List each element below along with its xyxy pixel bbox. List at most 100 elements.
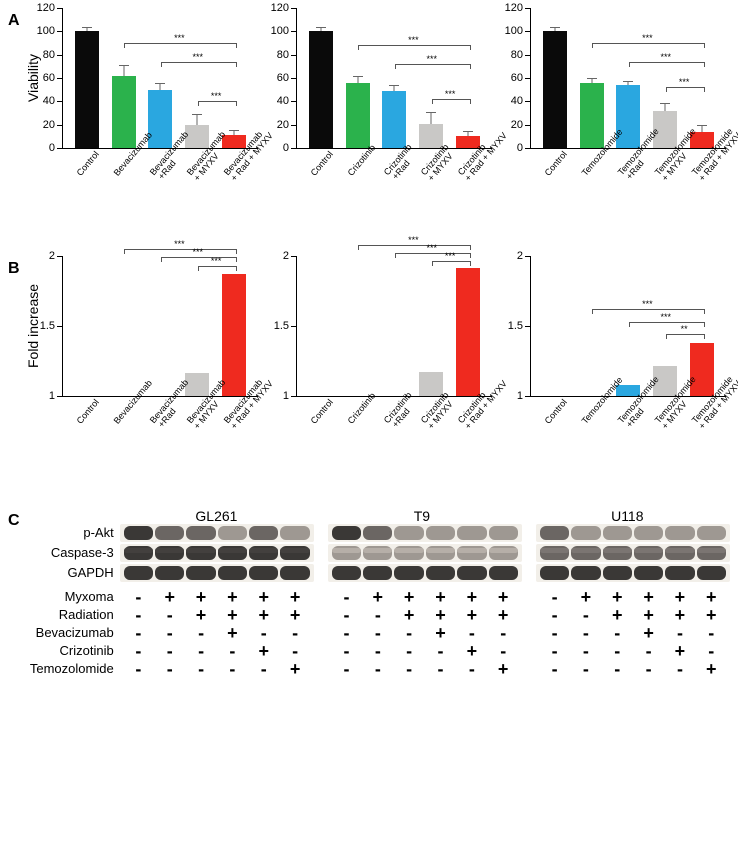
treatment-cell: + <box>155 589 184 605</box>
treatment-cell: - <box>249 625 278 641</box>
treatment-cell: + <box>394 589 423 605</box>
y-tick-label: 100 <box>37 25 63 37</box>
treatment-cells: -----+ <box>328 661 522 677</box>
treatment-cell: + <box>457 643 486 659</box>
y-tick-label: 2 <box>517 250 531 262</box>
blot-band <box>124 566 153 580</box>
blot-lane-set <box>536 524 730 542</box>
treatment-cell: - <box>124 607 153 623</box>
panel-a-row: A Viability020406080100120*********Contr… <box>8 8 730 246</box>
y-tick-label: 20 <box>511 119 531 131</box>
panel-c-label: C <box>8 508 26 530</box>
bar-chart: 11.52********ControlTemozolomideTemozolo… <box>498 256 726 494</box>
bar <box>309 31 333 148</box>
blot-band <box>218 526 247 540</box>
treatment-cell: - <box>332 625 361 641</box>
y-tick-label: 1.5 <box>274 320 297 332</box>
blot-band <box>363 526 392 540</box>
y-tick-label: 20 <box>277 119 297 131</box>
significance-bracket <box>124 249 236 254</box>
treatment-cell: - <box>665 625 694 641</box>
treatment-cell: + <box>697 661 726 677</box>
significance-label: *** <box>427 54 438 64</box>
treatment-cell: + <box>457 607 486 623</box>
significance-bracket <box>161 257 237 262</box>
blot-band <box>540 566 569 580</box>
treatment-cells: --++++ <box>328 607 522 623</box>
blot-band <box>571 526 600 540</box>
treatment-label: Myxoma <box>30 589 120 604</box>
blot-band <box>394 546 423 560</box>
treatment-cell: + <box>634 607 663 623</box>
y-tick-label: 60 <box>277 72 297 84</box>
blot-band <box>332 546 361 560</box>
blot-lane-set <box>328 564 522 582</box>
treatment-cell: - <box>218 661 247 677</box>
blot-band <box>489 546 518 560</box>
significance-bracket <box>432 261 471 266</box>
treatment-cell: + <box>603 607 632 623</box>
blot-band <box>332 526 361 540</box>
treatment-cell: + <box>489 589 518 605</box>
treatment-cell: + <box>218 589 247 605</box>
chart-plot: 11.52******** <box>530 256 726 397</box>
blot-band <box>426 566 455 580</box>
bar-chart: Fold increase11.52*********ControlBevaci… <box>30 256 258 494</box>
blot-band <box>603 526 632 540</box>
treatment-cell: - <box>332 661 361 677</box>
treatment-cell: - <box>363 625 392 641</box>
treatment-cell: - <box>155 643 184 659</box>
y-tick-label: 40 <box>43 95 63 107</box>
panel-b-row: B Fold increase11.52*********ControlBeva… <box>8 256 730 494</box>
treatment-cell: + <box>634 589 663 605</box>
figure: A Viability020406080100120*********Contr… <box>8 8 730 678</box>
treatment-cell: - <box>571 607 600 623</box>
blot-band <box>489 566 518 580</box>
y-tick-label: 40 <box>277 95 297 107</box>
treatment-cell: + <box>665 643 694 659</box>
treatment-cell: - <box>363 607 392 623</box>
y-axis-label: Viability <box>25 54 41 102</box>
treatment-cell: - <box>186 643 215 659</box>
treatment-cell: - <box>363 643 392 659</box>
y-tick-label: 80 <box>511 49 531 61</box>
treatment-cell: - <box>124 589 153 605</box>
treatment-cell: - <box>489 643 518 659</box>
treatment-cell: - <box>426 661 455 677</box>
blot-band <box>489 526 518 540</box>
treatment-cell: - <box>155 607 184 623</box>
blot-band <box>249 566 278 580</box>
treatment-cells: -----+ <box>536 661 730 677</box>
panel-a-charts: Viability020406080100120*********Control… <box>30 8 730 246</box>
blot-band <box>665 546 694 560</box>
y-tick-label: 2 <box>49 250 63 262</box>
y-tick-label: 0 <box>49 142 63 154</box>
treatment-cell: - <box>186 625 215 641</box>
blot-band <box>697 546 726 560</box>
treatment-cell: - <box>697 643 726 659</box>
treatment-cell: - <box>124 661 153 677</box>
treatment-cell: - <box>394 643 423 659</box>
treatment-cell: - <box>540 625 569 641</box>
treatment-cell: + <box>186 589 215 605</box>
significance-label: *** <box>427 243 438 253</box>
chart-plot: Fold increase11.52********* <box>62 256 258 397</box>
treatment-cell: + <box>571 589 600 605</box>
treatment-cell: + <box>489 661 518 677</box>
treatment-cells: ---+-- <box>328 625 522 641</box>
blot-band <box>332 566 361 580</box>
treatment-cell: - <box>124 625 153 641</box>
blot-band <box>697 526 726 540</box>
panel-c-row: C GL261T9U118p-AktCaspase-3GAPDHMyxoma-+… <box>8 508 730 678</box>
bar <box>148 90 172 148</box>
treatment-cells: -+++++ <box>328 589 522 605</box>
treatment-cell: + <box>249 607 278 623</box>
blot-band <box>218 566 247 580</box>
treatment-cell: - <box>332 643 361 659</box>
blot-band <box>426 526 455 540</box>
treatment-row: Radiation--++++--++++--++++ <box>30 606 730 624</box>
significance-bracket <box>198 101 237 106</box>
significance-bracket <box>358 245 470 250</box>
treatment-cell: + <box>697 589 726 605</box>
chart-plot: 020406080100120********* <box>530 8 726 149</box>
